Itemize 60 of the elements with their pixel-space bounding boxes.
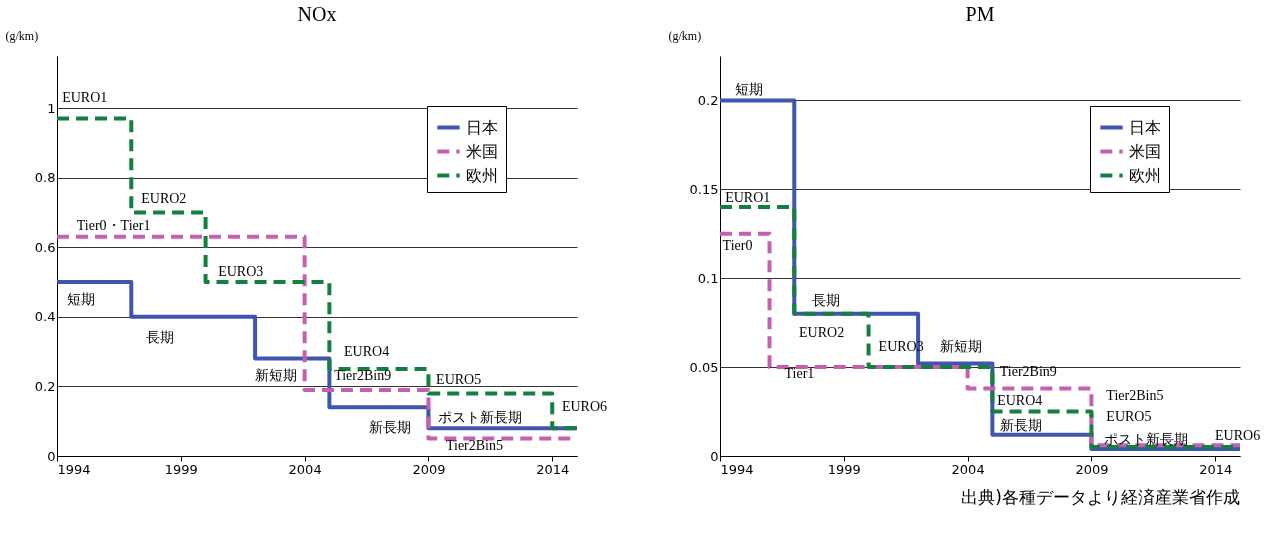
y-tick-label: 0.05 [689, 359, 719, 375]
chart-title: NOx [297, 3, 337, 25]
y-tick-label: 0 [710, 448, 719, 464]
legend-label: 日本 [1129, 117, 1161, 137]
annotation: Tier2Bin5 [445, 438, 504, 453]
legend-label: 米国 [1129, 141, 1161, 161]
annotation: EURO4 [344, 343, 390, 359]
x-tick-label: 2009 [412, 461, 446, 477]
x-tick-label: 2014 [536, 461, 570, 477]
x-tick-label: 2004 [951, 461, 985, 477]
x-tick-label: 1999 [164, 461, 198, 477]
legend-label: 欧州 [1129, 165, 1161, 185]
annotation: EURO2 [799, 325, 845, 341]
annotation: 新長期 [369, 420, 411, 435]
x-tick-label: 1999 [827, 461, 861, 477]
annotation: 短期 [66, 291, 95, 307]
annotation: Tier2Bin5 [1106, 387, 1164, 403]
annotation: Tier2Bin9 [334, 368, 392, 383]
annotation: EURO3 [218, 263, 264, 279]
annotation: Tier0 [722, 238, 753, 254]
annotation: EURO6 [561, 399, 608, 415]
annotation: EURO2 [141, 190, 187, 206]
x-tick-label: 1994 [57, 461, 91, 477]
legend-label: 欧州 [466, 165, 498, 185]
annotation: 長期 [145, 329, 174, 345]
y-tick-label: 0.15 [689, 181, 719, 197]
y-tick-label: 0.8 [34, 170, 56, 186]
annotation: ポスト新長期 [438, 409, 523, 425]
annotation: 長期 [811, 293, 840, 309]
annotation: Tier2Bin9 [999, 364, 1057, 380]
annotation: 新長期 [999, 417, 1042, 433]
annotation: 新短期 [940, 339, 983, 355]
legend-label: 日本 [466, 117, 498, 137]
x-tick-label: 2009 [1075, 461, 1109, 477]
y-tick-label: 1 [47, 100, 56, 116]
x-tick-label: 2014 [1199, 461, 1233, 477]
y-tick-label: 0.1 [697, 270, 719, 286]
annotation: EURO6 [1215, 428, 1261, 444]
y-tick-label: 0.4 [34, 309, 56, 325]
annotation: 新短期 [255, 368, 298, 383]
chart-title: PM [965, 3, 995, 25]
y-tick-label: 0.2 [34, 378, 56, 394]
y-tick-label: 0.6 [34, 239, 56, 255]
x-tick-label: 1994 [720, 461, 754, 477]
annotation: EURO1 [62, 89, 108, 105]
annotation: ポスト新長期 [1103, 432, 1188, 447]
annotation: EURO1 [725, 190, 771, 206]
y-axis-title: (g/km) [5, 28, 39, 43]
source-note: 出典)各種データより経済産業省作成 [961, 487, 1240, 507]
y-tick-label: 0.2 [697, 92, 719, 108]
annotation: EURO5 [1106, 408, 1152, 424]
annotation: Tier0・Tier1 [76, 218, 151, 234]
annotation: EURO4 [997, 392, 1043, 408]
legend-label: 米国 [466, 141, 498, 161]
annotation: 短期 [735, 81, 764, 97]
annotation: Tier1 [784, 366, 815, 382]
y-tick-label: 0 [47, 448, 56, 464]
annotation: EURO5 [436, 371, 482, 387]
x-tick-label: 2004 [288, 461, 322, 477]
y-axis-title: (g/km) [668, 28, 702, 43]
